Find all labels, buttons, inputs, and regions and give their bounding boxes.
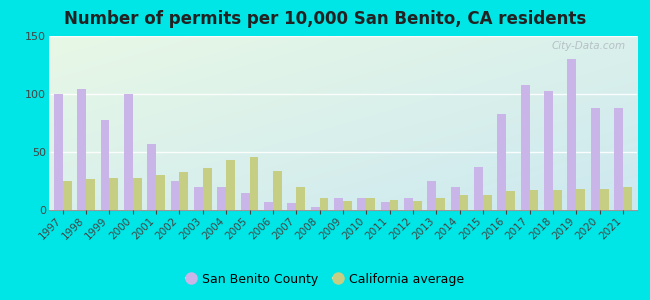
- Bar: [358, 198, 366, 210]
- Bar: [250, 157, 258, 210]
- Bar: [460, 195, 469, 210]
- Bar: [544, 91, 553, 210]
- Bar: [474, 167, 483, 210]
- Bar: [226, 160, 235, 210]
- Bar: [101, 119, 109, 210]
- Bar: [553, 190, 562, 210]
- Bar: [521, 85, 530, 210]
- Text: City-Data.com: City-Data.com: [551, 41, 625, 51]
- Bar: [179, 172, 188, 210]
- Bar: [240, 193, 250, 210]
- Bar: [389, 200, 398, 210]
- Bar: [600, 189, 608, 210]
- Bar: [124, 94, 133, 210]
- Bar: [273, 171, 281, 210]
- Bar: [63, 181, 72, 210]
- Bar: [413, 201, 422, 210]
- Bar: [591, 108, 600, 210]
- Bar: [428, 181, 436, 210]
- Bar: [334, 198, 343, 210]
- Bar: [567, 59, 577, 210]
- Bar: [264, 202, 273, 210]
- Bar: [86, 179, 95, 210]
- Legend: San Benito County, California average: San Benito County, California average: [181, 268, 469, 291]
- Bar: [577, 189, 585, 210]
- Bar: [156, 175, 165, 210]
- Bar: [483, 195, 492, 210]
- Bar: [497, 114, 506, 210]
- Bar: [404, 198, 413, 210]
- Bar: [203, 168, 212, 210]
- Bar: [506, 191, 515, 210]
- Bar: [77, 89, 86, 210]
- Bar: [623, 187, 632, 210]
- Bar: [436, 198, 445, 210]
- Bar: [343, 201, 352, 210]
- Bar: [133, 178, 142, 210]
- Bar: [170, 181, 179, 210]
- Bar: [311, 206, 320, 210]
- Bar: [194, 187, 203, 210]
- Text: Number of permits per 10,000 San Benito, CA residents: Number of permits per 10,000 San Benito,…: [64, 11, 586, 28]
- Bar: [450, 187, 460, 210]
- Bar: [217, 187, 226, 210]
- Bar: [54, 94, 63, 210]
- Bar: [287, 203, 296, 210]
- Bar: [320, 198, 328, 210]
- Bar: [109, 178, 118, 210]
- Bar: [366, 198, 375, 210]
- Bar: [148, 144, 156, 210]
- Bar: [381, 202, 389, 210]
- Bar: [296, 187, 305, 210]
- Bar: [614, 108, 623, 210]
- Bar: [530, 190, 538, 210]
